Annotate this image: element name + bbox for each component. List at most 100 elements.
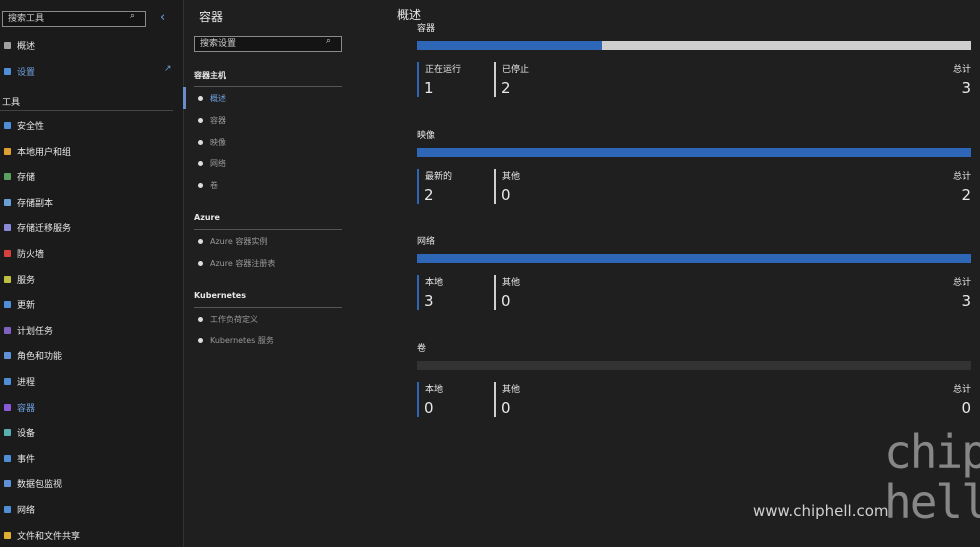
tool-item[interactable]: 本地用户和组 [17, 147, 72, 158]
active-marker [183, 87, 186, 109]
watermark-url: www.chiphell.com [753, 502, 889, 520]
panel-item[interactable]: 容器 [210, 115, 226, 125]
total-label: 总计 [952, 171, 971, 182]
bullet [198, 161, 203, 167]
stat-accent [417, 62, 419, 97]
panel-item[interactable]: 映像 [210, 137, 226, 147]
tool-icon [4, 403, 11, 411]
tool-icon [4, 506, 11, 513]
stat-accent [494, 62, 496, 97]
tool-item[interactable]: 容器 [17, 403, 36, 414]
sidebar [0, 0, 184, 547]
tool-item[interactable]: 服务 [17, 275, 36, 286]
group-title: Kubernetes [194, 290, 246, 300]
stat-label: 最新的 [425, 171, 453, 182]
stat-value: 0 [501, 398, 511, 417]
stat-value: 3 [424, 292, 434, 310]
bar-track [417, 360, 971, 370]
search-box[interactable]: 搜索工具 [2, 11, 146, 27]
card-title: 映像 [417, 130, 436, 141]
stat-label: 本地 [425, 384, 444, 395]
total-value: 0 [961, 398, 971, 417]
panel-title: 容器 [199, 10, 224, 24]
total-value: 3 [961, 79, 971, 97]
item-icon [4, 42, 11, 49]
tool-item[interactable]: 网络 [17, 506, 36, 516]
stat-value: 0 [501, 292, 511, 310]
card-title: 容器 [417, 24, 436, 34]
total-label: 总计 [952, 65, 971, 75]
bullet [198, 117, 203, 123]
tool-item[interactable]: 更新 [17, 301, 36, 312]
open-icon: ↗ [164, 64, 172, 74]
panel-item[interactable]: Azure 容器实例 [210, 237, 268, 246]
divider [194, 86, 342, 87]
search-icon: ⌕ [326, 36, 332, 46]
main-title: 概述 [397, 8, 422, 22]
tool-item[interactable]: 文件和文件共享 [17, 531, 81, 542]
stat-accent [417, 275, 419, 310]
tool-item[interactable]: 进程 [17, 378, 36, 388]
stat-accent [494, 168, 496, 204]
stat-value: 0 [424, 398, 434, 417]
group-title: Azure [194, 213, 220, 222]
stat-value: 2 [501, 79, 511, 97]
panel-item[interactable]: 概述 [210, 94, 226, 103]
divider [194, 306, 342, 308]
tool-item[interactable]: 防火墙 [17, 250, 45, 260]
panel-item[interactable]: Azure 容器注册表 [210, 258, 276, 268]
tool-icon [4, 173, 11, 181]
tool-item[interactable]: 存储迁移服务 [17, 224, 72, 235]
stat-label: 其他 [502, 278, 521, 288]
tool-icon [4, 352, 11, 360]
tool-item[interactable]: 设备 [17, 429, 36, 440]
nav-item[interactable]: 设置 [17, 68, 36, 78]
stat-accent [417, 381, 419, 417]
nav-item[interactable]: 概述 [17, 42, 36, 52]
tool-icon [4, 326, 11, 334]
panel-item[interactable]: 卷 [210, 181, 218, 191]
card-title: 网络 [417, 237, 436, 247]
bullet [198, 260, 203, 266]
tool-item[interactable]: 存储 [17, 173, 36, 184]
stat-value: 2 [424, 185, 434, 204]
tool-icon [4, 480, 11, 488]
search-box[interactable]: 搜索设置 [194, 36, 342, 52]
tool-icon [4, 224, 11, 232]
divider [0, 110, 173, 111]
total-label: 总计 [952, 278, 971, 288]
tool-item[interactable]: 安全性 [17, 122, 45, 132]
stat-accent [494, 275, 496, 310]
tool-item[interactable]: 角色和功能 [17, 352, 63, 363]
tool-item[interactable]: 数据包监视 [17, 480, 63, 491]
bullet [198, 338, 203, 344]
tool-icon [4, 147, 11, 155]
divider [194, 229, 342, 230]
tool-icon [4, 275, 11, 283]
bullet [198, 139, 203, 145]
tool-icon [4, 429, 11, 437]
bar-segment [601, 41, 971, 50]
bar-segment [417, 254, 971, 263]
tool-icon [4, 378, 11, 385]
bar-segment [417, 41, 602, 50]
total-label: 总计 [952, 384, 971, 395]
stat-accent [494, 381, 496, 417]
tool-icon [4, 531, 11, 539]
panel-item[interactable]: Kubernetes 服务 [210, 336, 274, 346]
tool-item[interactable]: 存储副本 [17, 198, 54, 209]
tool-item[interactable]: 事件 [17, 454, 36, 465]
stat-label: 其他 [502, 171, 521, 182]
tool-icon [4, 250, 11, 257]
tool-icon [4, 454, 11, 462]
stat-value: 0 [501, 185, 511, 204]
stat-label: 其他 [502, 384, 521, 395]
tool-item[interactable]: 计划任务 [17, 326, 54, 337]
watermark-logo: hell [884, 475, 980, 529]
panel-item[interactable]: 工作负荷定义 [210, 314, 258, 324]
panel-item[interactable]: 网络 [210, 159, 226, 169]
item-icon [4, 68, 11, 75]
tool-icon [4, 122, 11, 129]
tool-icon [4, 301, 11, 309]
